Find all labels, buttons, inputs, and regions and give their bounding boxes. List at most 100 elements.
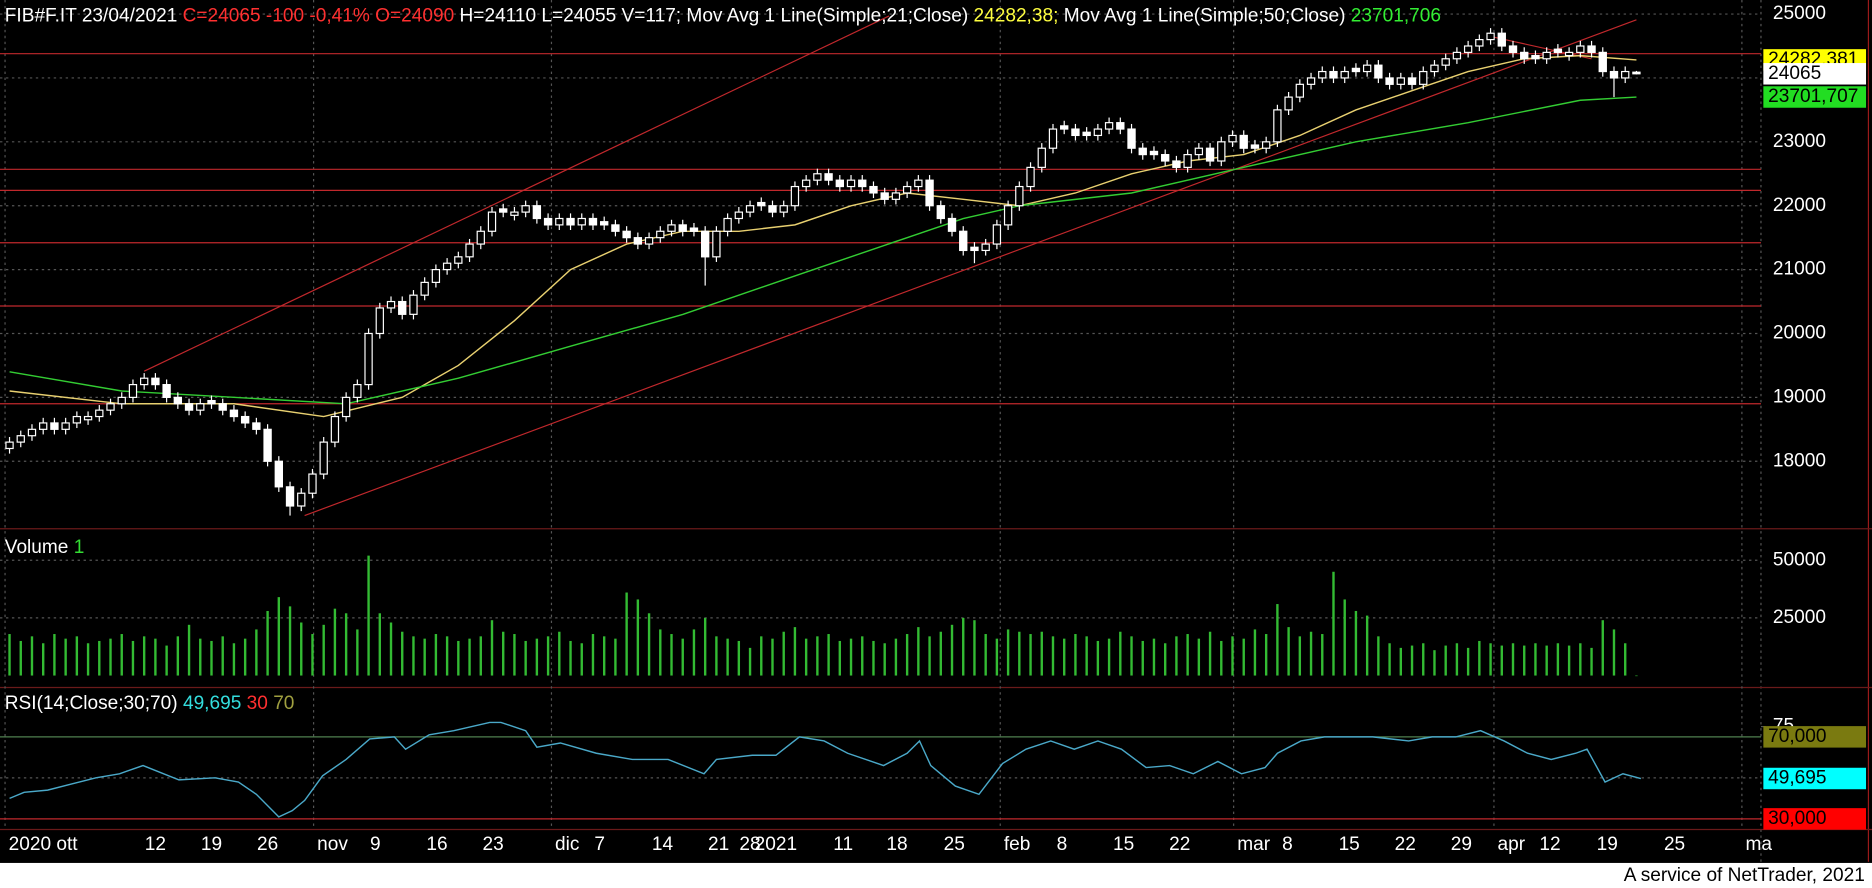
candle-body: [902, 185, 912, 194]
y-tick-label: 21000: [1773, 259, 1826, 280]
candle-body: [914, 179, 923, 188]
volume-bar: [962, 617, 965, 676]
volume-bar: [42, 643, 45, 676]
volume-bar: [344, 613, 348, 676]
volume-bar: [176, 636, 180, 676]
last-value-label: 24065: [1768, 63, 1821, 84]
volume-bar: [894, 638, 898, 676]
volume-bar: [75, 636, 79, 676]
volume-bar: [1635, 675, 1638, 677]
candle-body: [398, 300, 407, 315]
panel-title-value: 30: [247, 693, 268, 714]
candle-body: [1194, 147, 1204, 156]
x-tick-label: 28: [739, 834, 760, 855]
x-tick-label: 7: [594, 834, 605, 855]
x-tick-label: 15: [1339, 834, 1360, 855]
candle-body: [1284, 96, 1293, 111]
candle-body: [1407, 77, 1417, 85]
candle-body: [83, 415, 93, 421]
last-value-box: [1763, 86, 1867, 108]
volume-bar: [827, 634, 830, 676]
candle-body: [858, 179, 867, 188]
candle-body: [622, 230, 631, 239]
volume-bar: [1085, 636, 1088, 676]
candle-body: [1632, 71, 1641, 75]
volume-bar: [1556, 643, 1560, 676]
trend-line: [304, 19, 1637, 517]
candle-body: [880, 192, 889, 200]
candle-body: [700, 230, 710, 258]
volume-bar: [1612, 629, 1616, 676]
candle-body: [1306, 77, 1316, 85]
volume-bar: [445, 636, 449, 676]
volume-bar: [1096, 640, 1100, 676]
candle-body: [925, 179, 934, 207]
candle-body: [1564, 51, 1574, 57]
candle-body: [476, 230, 485, 245]
candle-body: [420, 281, 429, 296]
candle-body: [947, 217, 957, 232]
volume-bar: [1231, 636, 1234, 676]
candle-body: [1374, 64, 1383, 79]
candle-body: [1217, 141, 1226, 162]
y-tick-label: 20000: [1773, 323, 1826, 344]
candle-body: [1396, 77, 1405, 85]
x-tick-label: 8: [1282, 834, 1293, 855]
x-tick-label: 22: [1395, 834, 1416, 855]
volume-bar: [1354, 610, 1358, 676]
candle-body: [1329, 70, 1338, 79]
volume-bar: [782, 631, 785, 676]
x-tick-label: 23: [482, 834, 503, 855]
candle-body: [1576, 45, 1585, 53]
candle-body: [364, 332, 373, 386]
volume-bar: [255, 629, 258, 676]
volume-bar: [277, 597, 281, 676]
volume-bar: [659, 629, 662, 676]
candle-body: [1138, 147, 1147, 156]
candle-body: [1441, 58, 1450, 66]
last-value-box: [1763, 767, 1867, 790]
y-tick-label: 18000: [1773, 450, 1826, 471]
candle-body: [1419, 70, 1428, 85]
header-ma21-label: Mov Avg 1 Line(Simple;21;Close): [686, 6, 968, 27]
candle-body: [487, 211, 497, 232]
x-tick-label: 25: [1664, 834, 1685, 855]
candle-body: [1508, 45, 1518, 53]
x-tick-label: 25: [944, 834, 965, 855]
x-tick-label: 18: [886, 834, 907, 855]
candle-body: [588, 217, 598, 226]
candle-body: [633, 237, 643, 245]
candle-body: [600, 221, 609, 226]
volume-bar: [423, 638, 426, 676]
candle-body: [184, 403, 194, 411]
candle-body: [1149, 150, 1159, 156]
volume-bar: [1006, 629, 1010, 676]
volume-bar: [1029, 634, 1032, 676]
x-tick-label: 9: [370, 834, 381, 855]
candle-body: [341, 396, 351, 418]
x-tick-label: mar: [1237, 834, 1271, 855]
candle-body: [1082, 131, 1091, 137]
candle-body: [151, 377, 160, 386]
candle-body: [61, 422, 70, 430]
volume-bar: [210, 640, 213, 676]
candle-body: [207, 399, 216, 405]
candle-body: [1048, 128, 1058, 149]
x-tick-label: ma: [1745, 834, 1772, 855]
candle-body: [330, 415, 340, 443]
candle-body: [824, 173, 833, 181]
candle-body: [16, 435, 25, 443]
volume-bar: [1433, 650, 1436, 676]
candle-body: [555, 217, 564, 226]
volume-bar: [1624, 643, 1627, 676]
volume-bar: [558, 631, 561, 676]
candle-body: [1026, 166, 1035, 188]
trend-line: [143, 15, 890, 372]
volume-bar: [1175, 636, 1178, 676]
candle-body: [5, 441, 14, 450]
candle-body: [263, 428, 272, 462]
volume-bar: [19, 640, 22, 676]
